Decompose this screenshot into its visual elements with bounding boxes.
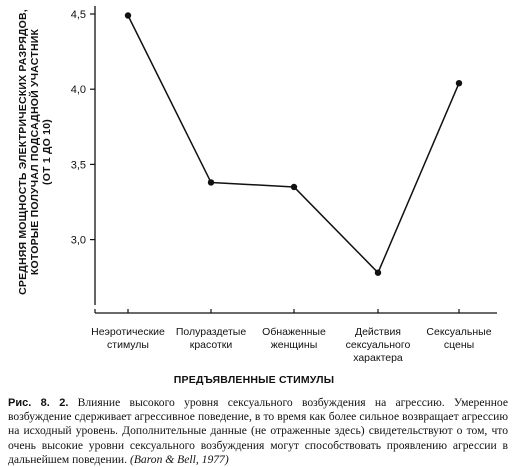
y-tick-label: 4,0 [71,84,86,96]
figure-caption: Рис. 8. 2. Влияние высокого уровня сексу… [8,396,508,467]
x-category-label: красотки [190,339,233,351]
x-category-label: Обнаженные [262,326,326,338]
data-point [290,183,298,191]
x-category-label: Полураздетые [176,326,247,338]
y-axis-title-line: СРЕДНЯЯ МОЩНОСТЬ ЭЛЕКТРИЧЕСКИХ РАЗРЯДОВ, [17,9,29,295]
y-tick-label: 4,5 [71,9,86,21]
series-line [127,15,460,274]
x-category-label: характера [353,352,403,364]
y-axis-title: СРЕДНЯЯ МОЩНОСТЬ ЭЛЕКТРИЧЕСКИХ РАЗРЯДОВ,… [17,9,53,295]
x-category-label: сцены [444,339,474,351]
data-point [207,179,215,186]
caption-text: Влияние высокого уровня сексуального воз… [8,396,508,466]
data-point [455,79,463,87]
y-axis-title-line: (ОТ 1 ДО 10) [41,119,53,185]
y-tick-label: 3,0 [71,235,86,247]
data-point [374,269,382,276]
x-axis-title: ПРЕДЪЯВЛЕННЫЕ СТИМУЛЫ [174,374,334,386]
caption-citation: (Baron & Bell, 1977) [129,452,229,466]
x-category-label: Неэротические [91,326,165,338]
y-axis-title-line: КОТОРЫЕ ПОЛУЧАЛ ПОДСАДНОЙ УЧАСТНИК [28,29,41,276]
line-chart: СРЕДНЯЯ МОЩНОСТЬ ЭЛЕКТРИЧЕСКИХ РАЗРЯДОВ,… [17,6,497,386]
data-point [124,12,132,19]
y-axis: 4,5 4,0 3,5 3,0 [71,6,96,305]
x-category-label: Действия [355,326,401,338]
x-category-label: сексуального [346,339,411,351]
figure-number: Рис. 8. 2. [8,397,69,409]
x-category-label: стимулы [107,339,149,351]
x-category-label: женщины [271,339,318,351]
series-line-group [124,12,463,276]
x-category-label: Сексуальные [426,326,491,338]
y-tick-label: 3,5 [71,159,86,171]
